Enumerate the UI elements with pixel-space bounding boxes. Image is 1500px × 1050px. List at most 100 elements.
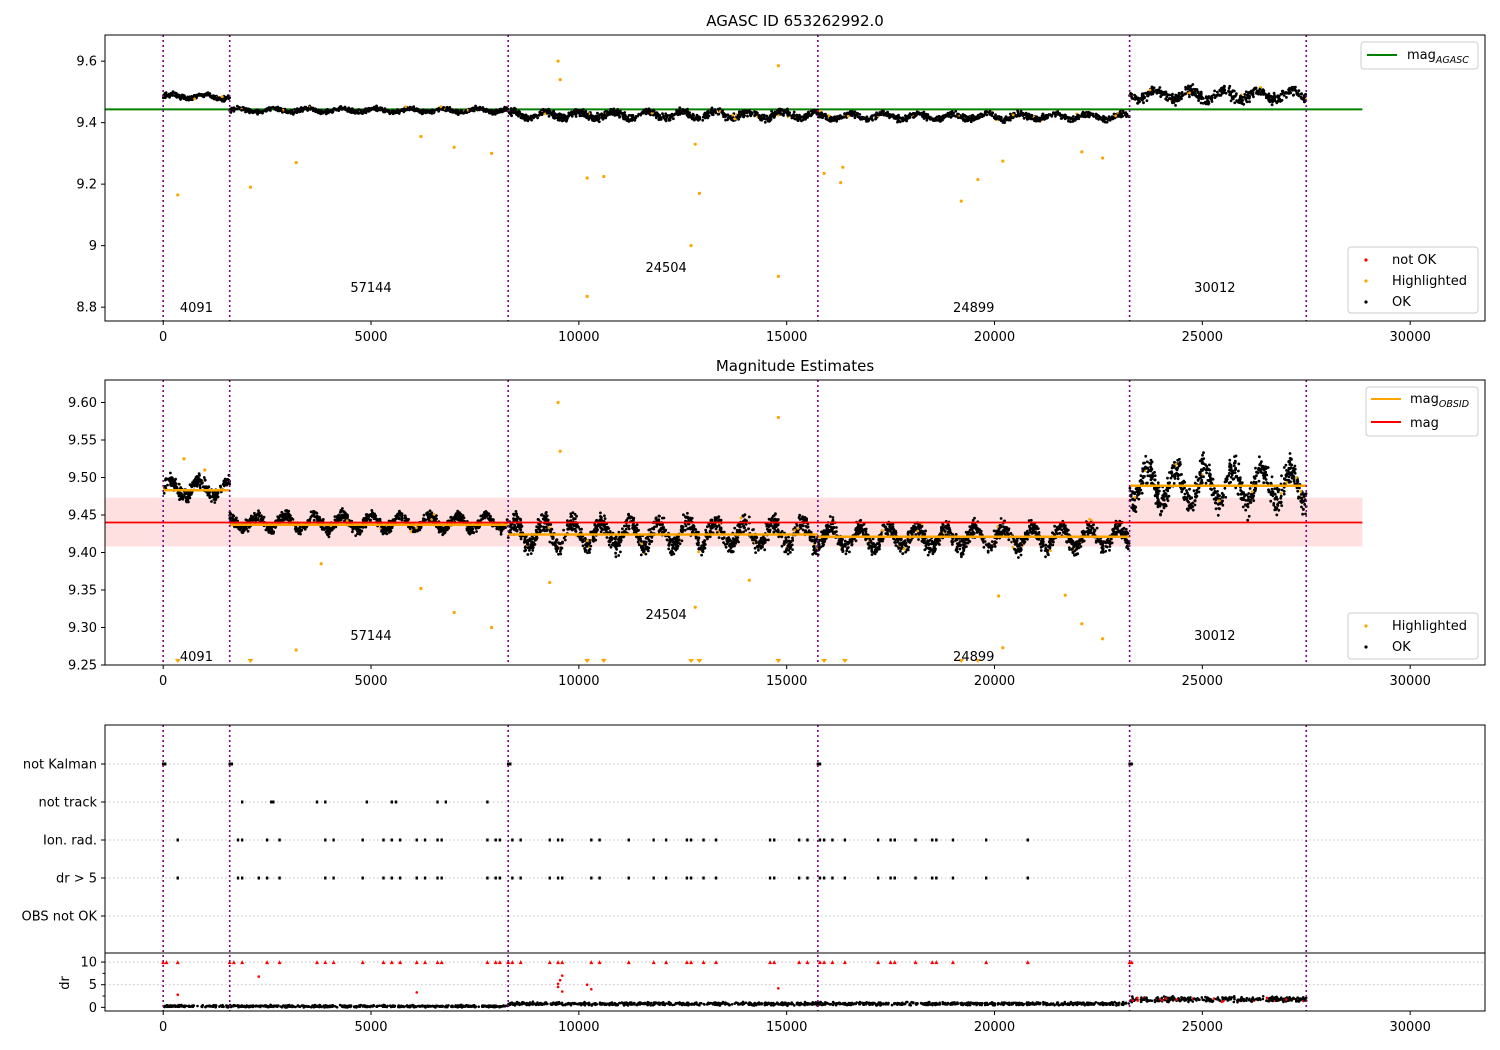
ok-point	[291, 113, 295, 116]
ok-point	[395, 108, 399, 112]
ok-point	[793, 117, 796, 120]
ok-point	[1146, 92, 1149, 96]
ok-point	[912, 116, 915, 119]
highlighted-outlier	[558, 77, 562, 82]
ok-point	[338, 510, 342, 514]
ok-point	[1242, 102, 1246, 106]
ok-point	[409, 106, 413, 109]
ok-point	[412, 105, 416, 109]
ok-point	[351, 530, 354, 534]
ok-point	[359, 109, 363, 112]
ok-point	[442, 106, 445, 109]
ok-point	[1124, 111, 1128, 115]
highlighted-outlier	[556, 59, 560, 63]
ok-point	[362, 517, 366, 520]
ok-point	[827, 119, 831, 122]
ok-point	[219, 485, 223, 489]
ok-point	[257, 513, 261, 517]
ok-point	[810, 112, 814, 116]
ok-point	[254, 516, 258, 520]
ok-point	[427, 517, 430, 520]
ok-point	[604, 115, 607, 119]
ok-point	[757, 114, 761, 118]
ok-point	[870, 114, 874, 118]
ok-point	[678, 106, 682, 110]
ok-point	[659, 117, 663, 121]
ok-point	[186, 498, 190, 502]
ok-point	[236, 104, 239, 108]
ok-point	[922, 117, 926, 120]
ok-point	[206, 92, 210, 96]
ok-point	[1102, 118, 1106, 122]
highlighted-point	[846, 114, 850, 118]
ok-point	[453, 514, 457, 517]
ok-point	[1117, 113, 1120, 117]
ok-point	[1140, 98, 1144, 102]
ok-point	[711, 110, 715, 114]
ok-point	[497, 110, 501, 114]
ok-point	[204, 92, 207, 96]
ok-point	[246, 529, 250, 533]
ok-point	[397, 112, 401, 115]
ok-point	[1026, 116, 1030, 120]
ok-point	[717, 112, 721, 116]
ok-point	[1249, 91, 1252, 95]
ok-point	[1094, 112, 1098, 116]
ok-point	[297, 108, 300, 111]
ok-point	[1043, 117, 1047, 120]
ok-point	[787, 535, 790, 539]
ok-point	[940, 116, 943, 119]
ok-point	[1239, 99, 1243, 102]
ok-point	[799, 115, 802, 119]
ok-point	[270, 530, 273, 534]
ok-point	[177, 482, 181, 486]
ok-point	[990, 114, 994, 117]
ok-point	[874, 116, 878, 120]
ok-point	[630, 119, 634, 122]
ok-point	[1136, 96, 1139, 100]
ok-point	[497, 526, 501, 530]
ok-point	[489, 514, 492, 518]
ok-point	[586, 112, 589, 116]
ok-point	[1000, 116, 1003, 120]
ok-point	[997, 115, 1001, 118]
ok-point	[173, 94, 177, 98]
ok-point	[492, 518, 495, 522]
highlighted-outlier	[452, 145, 456, 149]
ok-point	[336, 518, 339, 522]
ok-point	[429, 110, 433, 114]
x-tick-label: 10000	[558, 330, 599, 345]
ok-point	[1197, 94, 1201, 98]
ok-point	[1120, 114, 1123, 118]
ok-point	[749, 114, 753, 118]
ok-point	[351, 527, 355, 531]
ok-point	[373, 106, 376, 110]
ok-point	[1233, 101, 1237, 105]
ok-point	[894, 115, 897, 119]
ok-point	[419, 526, 423, 529]
ok-point	[456, 110, 460, 113]
ok-point	[830, 119, 833, 123]
ok-point	[1105, 120, 1109, 124]
ok-point	[211, 94, 215, 98]
ok-point	[1076, 113, 1079, 117]
ok-point	[1161, 91, 1165, 94]
ok-point	[224, 95, 227, 99]
ok-point	[614, 112, 618, 116]
ok-point	[468, 532, 472, 536]
ok-point	[1197, 99, 1200, 102]
ok-point	[289, 518, 293, 522]
legend-ok-label: OK	[1392, 295, 1411, 310]
ok-point	[500, 108, 504, 112]
ok-point	[423, 518, 426, 521]
ok-point	[360, 111, 364, 115]
ok-point	[312, 518, 316, 522]
ok-point	[779, 112, 783, 116]
ok-point	[1095, 115, 1099, 119]
ok-point	[556, 118, 560, 122]
ok-point	[581, 544, 585, 548]
ok-point	[311, 106, 315, 110]
ok-point	[673, 112, 677, 116]
